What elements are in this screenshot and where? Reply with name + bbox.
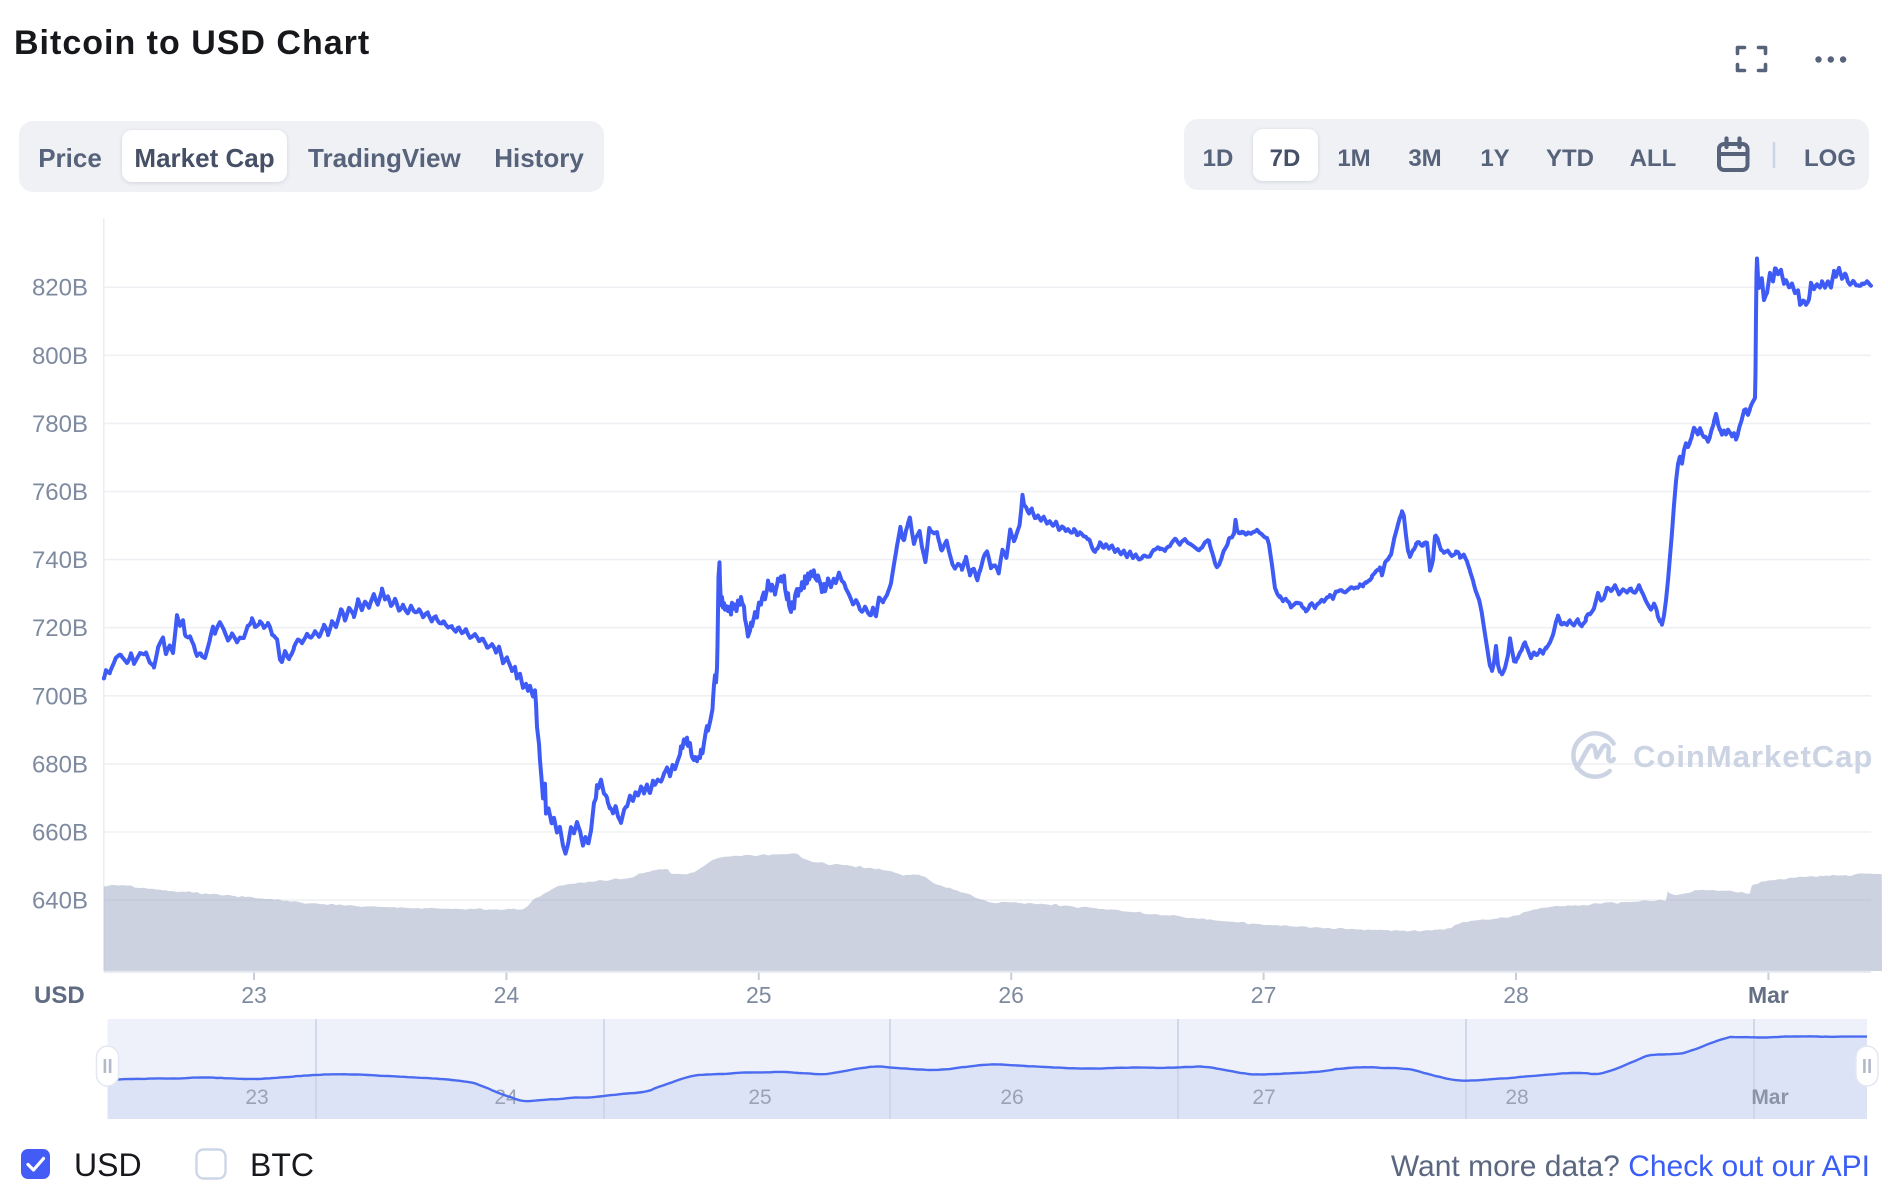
svg-text:820B: 820B [32, 275, 88, 302]
svg-text:660B: 660B [32, 820, 88, 847]
svg-text:740B: 740B [32, 547, 88, 574]
svg-text:CoinMarketCap: CoinMarketCap [1633, 739, 1873, 774]
svg-text:780B: 780B [32, 411, 88, 438]
svg-text:Mar: Mar [1751, 1086, 1788, 1109]
svg-text:28: 28 [1503, 982, 1529, 1008]
svg-text:27: 27 [1252, 1086, 1275, 1109]
svg-text:24: 24 [494, 1086, 518, 1109]
svg-text:26: 26 [1000, 1086, 1023, 1109]
svg-text:700B: 700B [32, 683, 88, 710]
svg-text:640B: 640B [32, 888, 88, 915]
svg-text:Mar: Mar [1748, 982, 1789, 1008]
svg-text:25: 25 [748, 1086, 771, 1109]
svg-text:680B: 680B [32, 751, 88, 778]
svg-text:23: 23 [245, 1086, 268, 1109]
svg-text:27: 27 [1251, 982, 1277, 1008]
svg-text:24: 24 [494, 982, 520, 1008]
svg-text:800B: 800B [32, 343, 88, 370]
svg-text:23: 23 [241, 982, 267, 1008]
svg-text:720B: 720B [32, 615, 88, 642]
svg-text:26: 26 [998, 982, 1024, 1008]
svg-text:25: 25 [746, 982, 772, 1008]
svg-text:USD: USD [34, 982, 85, 1009]
svg-text:28: 28 [1505, 1086, 1528, 1109]
svg-text:760B: 760B [32, 479, 88, 506]
